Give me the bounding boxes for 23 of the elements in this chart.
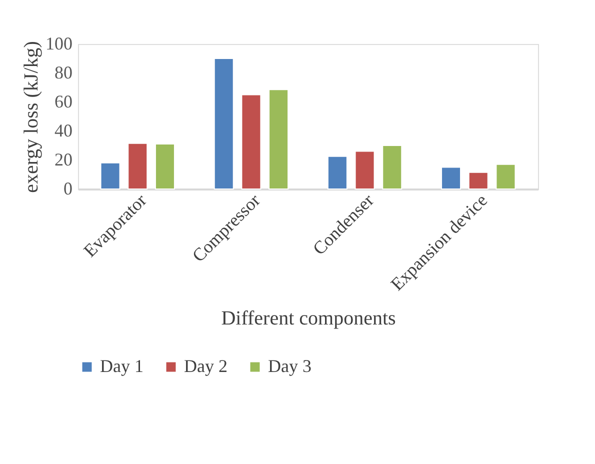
y-tick-label: 20 [54, 150, 72, 170]
y-tick-label: 40 [54, 120, 72, 140]
y-tick-label: 0 [64, 178, 72, 198]
y-tick-label: 80 [54, 62, 72, 82]
bar [128, 142, 148, 190]
bar [354, 150, 375, 190]
bar [327, 156, 348, 190]
bar [441, 166, 462, 190]
bar [496, 164, 516, 190]
y-tick-label: 60 [54, 92, 72, 112]
x-axis-title: Different components [221, 307, 396, 330]
legend-label: Day 2 [184, 356, 228, 376]
y-axis-title: exergy loss (kJ/kg) [20, 41, 42, 193]
legend-label: Day 1 [100, 356, 144, 376]
legend-label: Day 3 [268, 356, 312, 376]
bar [382, 145, 402, 190]
bar [241, 94, 262, 190]
bar [214, 58, 234, 190]
bar [468, 172, 488, 190]
bar [154, 144, 175, 190]
bar [268, 89, 289, 190]
y-tick-label: 100 [46, 34, 72, 54]
bar [100, 162, 120, 190]
